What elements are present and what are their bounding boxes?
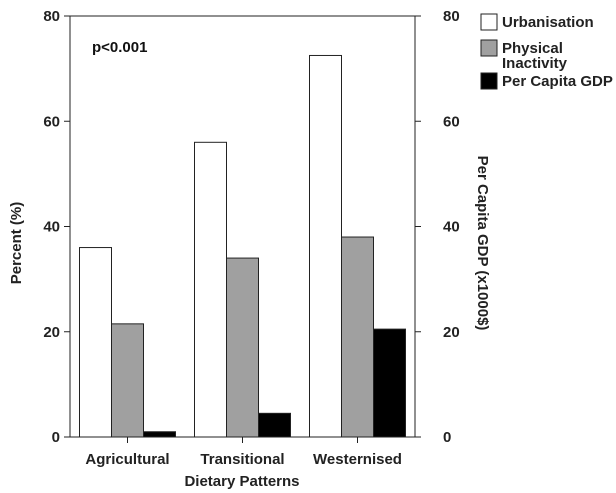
- legend-label: Per Capita GDP: [502, 73, 613, 90]
- bar-urbanisation-westernised: [309, 54, 342, 438]
- y-axis-right: 0 20 40 60 80: [415, 8, 460, 446]
- y-left-tick-label: 60: [43, 113, 60, 130]
- y-right-tick-label: 0: [443, 429, 451, 446]
- legend-swatch-per-capita-gdp: [480, 72, 498, 90]
- legend-swatch-urbanisation: [480, 13, 498, 31]
- y-right-tick-label: 60: [443, 113, 460, 130]
- x-axis-title: Dietary Patterns: [184, 473, 299, 490]
- bar-physical-inactivity-westernised: [341, 236, 374, 438]
- x-axis: Agricultural Transitional Westernised: [85, 437, 402, 468]
- y-left-tick-label: 40: [43, 219, 60, 236]
- bar-per-capita-gdp-agricultural: [143, 431, 176, 438]
- bar-physical-inactivity-agricultural: [111, 323, 144, 438]
- bar-per-capita-gdp-transitional: [258, 412, 291, 438]
- bar-physical-inactivity-transitional: [226, 257, 259, 438]
- legend-label: Physical: [502, 40, 563, 57]
- p-value-annotation: p<0.001: [92, 39, 147, 56]
- y-right-tick-label: 20: [443, 324, 460, 341]
- y-left-tick-label: 0: [52, 429, 60, 446]
- y-left-tick-label: 20: [43, 324, 60, 341]
- y-left-tick-label: 80: [43, 8, 60, 25]
- x-tick-label: Transitional: [200, 451, 284, 468]
- y-right-tick-label: 80: [443, 8, 460, 25]
- bar-urbanisation-agricultural: [79, 247, 112, 438]
- y-axis-left-title: Percent (%): [8, 202, 25, 285]
- legend-swatch-physical-inactivity: [480, 39, 498, 57]
- x-tick-label: Agricultural: [85, 451, 169, 468]
- bar-per-capita-gdp-westernised: [373, 328, 406, 438]
- bars: [79, 54, 406, 438]
- y-axis-right-title: Per Capita GDP (x1000$): [474, 156, 491, 331]
- y-right-tick-label: 40: [443, 219, 460, 236]
- legend-label: Inactivity: [502, 55, 568, 72]
- legend-label: Urbanisation: [502, 14, 594, 31]
- x-tick-label: Westernised: [313, 451, 402, 468]
- y-axis-left: 0 20 40 60 80: [43, 8, 70, 446]
- bar-urbanisation-transitional: [194, 141, 227, 438]
